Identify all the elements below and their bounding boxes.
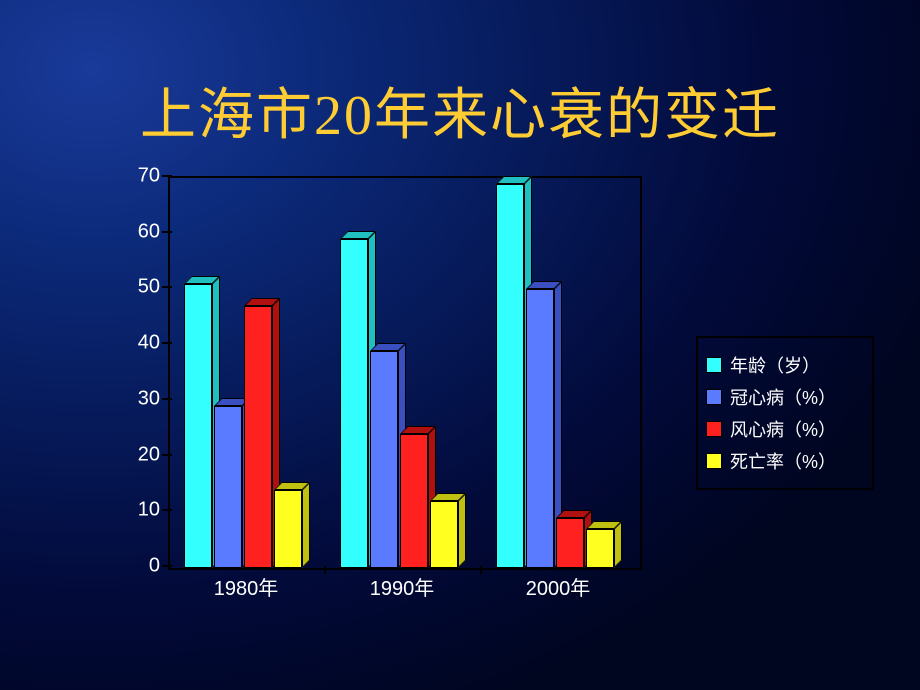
bar xyxy=(586,529,614,568)
ytick-mark xyxy=(162,565,172,567)
bar xyxy=(184,284,212,568)
ytick-mark xyxy=(162,286,172,288)
legend-item: 死亡率（%） xyxy=(706,448,864,474)
bar xyxy=(214,406,242,568)
bar xyxy=(244,306,272,568)
xtick-separator xyxy=(324,566,326,574)
plot-frame xyxy=(168,176,642,570)
ytick-mark xyxy=(162,231,172,233)
bar xyxy=(370,351,398,568)
ytick-label: 0 xyxy=(120,555,160,578)
ytick-label: 70 xyxy=(120,165,160,188)
ytick-mark xyxy=(162,342,172,344)
legend-swatch xyxy=(706,421,722,437)
ytick-label: 10 xyxy=(120,499,160,522)
ytick-mark xyxy=(162,454,172,456)
bar xyxy=(496,184,524,568)
ytick-label: 20 xyxy=(120,443,160,466)
bar xyxy=(400,434,428,568)
legend-label: 死亡率（%） xyxy=(730,448,836,474)
ytick-label: 50 xyxy=(120,276,160,299)
legend-swatch xyxy=(706,389,722,405)
legend-label: 风心病（%） xyxy=(730,416,836,442)
bar xyxy=(556,518,584,568)
slide: 上海市20年来心衰的变迁 0 10 20 30 40 50 60 70 1980年 1990年 2… xyxy=(0,0,920,690)
xtick-label: 1980年 xyxy=(186,572,306,601)
xtick-label: 1990年 xyxy=(342,572,462,601)
chart-area: 010203040506070 1980年1990年2000年 xyxy=(120,176,680,596)
bar xyxy=(526,289,554,568)
legend-label: 冠心病（%） xyxy=(730,384,836,410)
xtick-separator xyxy=(480,566,482,574)
bar xyxy=(274,490,302,568)
legend-swatch xyxy=(706,453,722,469)
xtick-label: 2000年 xyxy=(498,572,618,601)
slide-title: 上海市20年来心衰的变迁 xyxy=(0,70,920,151)
bar xyxy=(340,239,368,568)
ytick-mark xyxy=(162,509,172,511)
legend-swatch xyxy=(706,357,722,373)
ytick-label: 60 xyxy=(120,220,160,243)
legend-label: 年龄（岁） xyxy=(730,352,820,378)
ytick-label: 30 xyxy=(120,387,160,410)
ytick-mark xyxy=(162,398,172,400)
legend-item: 风心病（%） xyxy=(706,416,864,442)
bar xyxy=(430,501,458,568)
legend-item: 年龄（岁） xyxy=(706,352,864,378)
legend-item: 冠心病（%） xyxy=(706,384,864,410)
ytick-mark xyxy=(162,175,172,177)
legend: 年龄（岁） 冠心病（%） 风心病（%） 死亡率（%） xyxy=(696,336,874,490)
ytick-label: 40 xyxy=(120,332,160,355)
